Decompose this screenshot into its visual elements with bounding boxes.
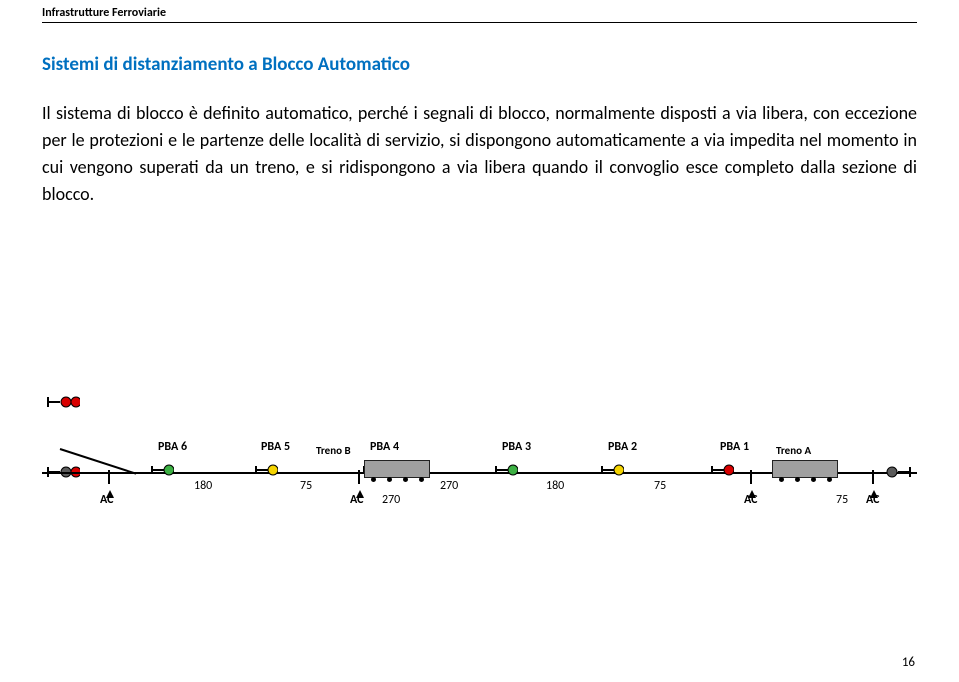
page-header: Infrastrutture Ferroviarie — [42, 6, 917, 23]
section-title: Sistemi di distanziamento a Blocco Autom… — [42, 53, 917, 76]
ac-tick-icon — [358, 470, 360, 484]
ac-tick-icon — [108, 470, 110, 484]
distance-label: 270 — [382, 493, 400, 507]
block-signal-icon — [600, 462, 624, 472]
pba-label: PBA 6 — [158, 440, 187, 454]
block-diagram: PBA 6 PBA 5 PBA 4 PBA 3 PBA 2 PBA 1 180 75 270 2… — [42, 388, 917, 538]
body-paragraph: Il sistema di blocco è definito automati… — [42, 100, 917, 208]
pba-label: PBA 5 — [261, 440, 290, 454]
distance-label: 75 — [300, 479, 312, 493]
block-signal-icon — [494, 462, 518, 472]
ac-tick-icon — [872, 470, 874, 484]
train-label: Treno A — [776, 444, 811, 457]
block-signal-icon — [710, 462, 734, 472]
page-number: 16 — [902, 655, 915, 670]
distance-label: 270 — [440, 479, 458, 493]
upper-signal-icon — [46, 394, 80, 415]
pba-label: PBA 4 — [370, 440, 399, 454]
entry-signal-icon — [46, 464, 80, 485]
train-label: Treno B — [316, 444, 351, 457]
ac-arrow-icon — [870, 484, 878, 503]
distance-label: 180 — [194, 479, 212, 493]
station-right-icon — [886, 464, 916, 485]
train-icon — [772, 460, 838, 478]
ac-arrow-icon — [356, 484, 364, 503]
distance-label: 180 — [546, 479, 564, 493]
pba-label: PBA 3 — [502, 440, 531, 454]
train-icon — [364, 460, 430, 478]
ac-arrow-icon — [106, 484, 114, 503]
pba-label: PBA 2 — [608, 440, 637, 454]
distance-label: 75 — [836, 493, 848, 507]
ac-arrow-icon — [748, 484, 756, 503]
block-signal-icon — [150, 462, 174, 472]
distance-label: 75 — [654, 479, 666, 493]
block-signal-icon — [254, 462, 278, 472]
pba-label: PBA 1 — [720, 440, 749, 454]
ac-tick-icon — [750, 470, 752, 484]
